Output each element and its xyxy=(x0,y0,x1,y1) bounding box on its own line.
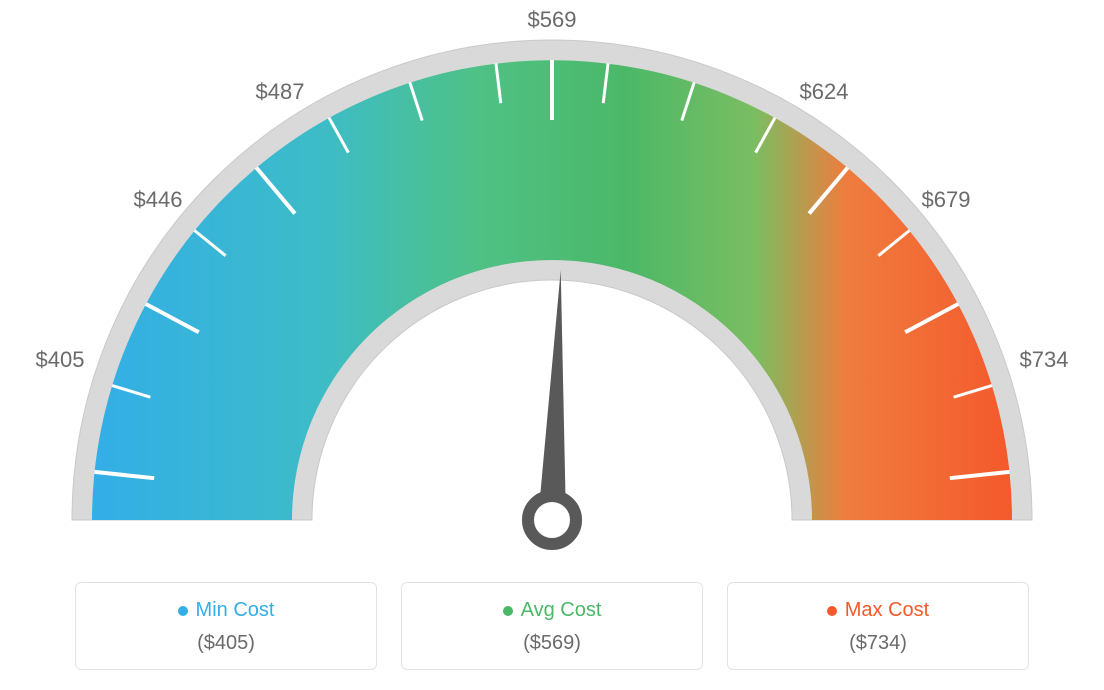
gauge-tick-label: $569 xyxy=(528,7,577,33)
gauge-tick-label: $405 xyxy=(36,347,85,373)
legend-card-max: Max Cost ($734) xyxy=(727,582,1029,670)
gauge-needle xyxy=(538,270,566,520)
gauge-tick-label: $679 xyxy=(922,187,971,213)
legend-label: Avg Cost xyxy=(521,599,602,622)
gauge-tick-label: $624 xyxy=(800,79,849,105)
gauge-tick-label: $446 xyxy=(134,187,183,213)
legend-label: Min Cost xyxy=(196,599,275,622)
legend-card-min: Min Cost ($405) xyxy=(75,582,377,670)
legend-title-max: Max Cost xyxy=(827,599,929,622)
legend-dot-icon xyxy=(178,606,188,616)
gauge-tick-label: $487 xyxy=(256,79,305,105)
legend-value-max: ($734) xyxy=(728,632,1028,655)
legend-dot-icon xyxy=(503,606,513,616)
legend-value-min: ($405) xyxy=(76,632,376,655)
gauge-svg xyxy=(0,0,1104,560)
gauge-area: $405 $446 $487 $569 $624 $679 $734 xyxy=(0,0,1104,560)
gauge-tick-label: $734 xyxy=(1020,347,1069,373)
legend-title-min: Min Cost xyxy=(178,599,275,622)
gauge-hub xyxy=(528,496,576,544)
legend-value-avg: ($569) xyxy=(402,632,702,655)
legend-row: Min Cost ($405) Avg Cost ($569) Max Cost… xyxy=(0,582,1104,670)
cost-gauge-figure: $405 $446 $487 $569 $624 $679 $734 Min Cost ($… xyxy=(0,0,1104,690)
legend-dot-icon xyxy=(827,606,837,616)
legend-card-avg: Avg Cost ($569) xyxy=(401,582,703,670)
legend-label: Max Cost xyxy=(845,599,929,622)
legend-title-avg: Avg Cost xyxy=(503,599,602,622)
